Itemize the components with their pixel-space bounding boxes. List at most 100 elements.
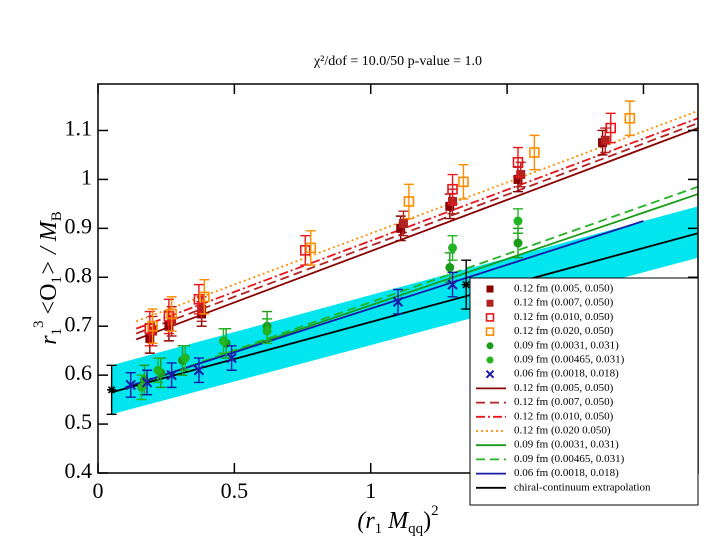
marker: [624, 112, 636, 124]
marker: [299, 245, 311, 256]
marker: [605, 122, 617, 134]
marker: [513, 238, 523, 248]
legend-label: 0.12 fm (0.005, 0.050): [514, 283, 614, 295]
marker: [392, 296, 404, 307]
y-axis-label-group: r13 <O1> / MB: [31, 211, 65, 345]
legend-label: 0.09 fm (0.00465, 0.031): [514, 354, 625, 366]
marker: [513, 216, 523, 226]
y-label-part: 1: [49, 276, 65, 284]
error-bar: [199, 279, 210, 315]
marker: [141, 377, 153, 388]
marker: [512, 156, 524, 168]
legend-label: 0.06 fm (0.0018, 0.018): [514, 467, 619, 479]
chart-title: χ²/dof = 10.0/50 p-value = 1.0: [313, 54, 482, 69]
error-bar: [305, 230, 316, 266]
marker: [447, 279, 458, 290]
marker: [403, 196, 415, 207]
marker: [485, 369, 495, 379]
marker: [486, 285, 494, 293]
error-bar: [447, 173, 458, 205]
fit-line: [135, 117, 698, 330]
marker: [197, 304, 207, 314]
legend-label: 0.06 fm (0.0018, 0.018): [514, 368, 619, 380]
legend-label: 0.12 fm (0.007, 0.050): [514, 297, 614, 309]
marker: [398, 218, 408, 228]
y-axis-label: r13 <O1> / MB: [31, 211, 65, 345]
y-tick-label: 0.5: [65, 409, 93, 434]
y-label-part: r: [36, 335, 62, 345]
marker: [486, 356, 494, 364]
marker: [445, 262, 455, 272]
y-label-part: > / M: [36, 219, 62, 276]
x-label-part: ): [423, 508, 431, 534]
marker: [166, 308, 177, 320]
x-label-part: 2: [431, 503, 439, 519]
x-axis-label: (r1 Mqq)2: [357, 503, 438, 537]
legend-label: 0.09 fm (0.00465, 0.031): [514, 453, 625, 465]
fit-line: [135, 127, 698, 341]
marker: [147, 320, 158, 332]
y-tick-label: 0.8: [65, 262, 93, 287]
marker: [199, 291, 210, 303]
marker: [107, 385, 117, 395]
marker: [193, 365, 205, 376]
marker: [486, 342, 494, 350]
marker: [305, 242, 317, 254]
x-tick-label: 0.5: [221, 478, 249, 503]
marker: [516, 170, 526, 180]
marker: [445, 201, 455, 211]
legend-label: 0.12 fm (0.007, 0.050): [514, 396, 614, 408]
marker: [163, 311, 175, 322]
y-label-part: 1: [49, 328, 65, 336]
y-label-part: 3: [31, 320, 47, 328]
marker: [600, 135, 610, 145]
y-tick-label: 0.6: [65, 360, 93, 385]
y-tick-label: 0.9: [65, 213, 93, 238]
legend-label: 0.12 fm (0.010, 0.050): [514, 311, 614, 323]
x-label-part: M: [382, 508, 410, 534]
marker: [447, 183, 458, 195]
error-bar: [147, 308, 158, 345]
x-tick-label: 0: [93, 478, 104, 503]
y-tick-label: 1: [81, 164, 92, 189]
error-bar: [529, 134, 540, 171]
error-bar: [403, 183, 414, 220]
marker: [513, 174, 523, 184]
y-label-part: <O: [36, 284, 62, 321]
marker: [458, 176, 469, 188]
fit-line: [135, 122, 698, 335]
fit-line: [135, 185, 698, 386]
marker: [144, 323, 156, 334]
error-band: [111, 206, 698, 415]
marker: [193, 293, 205, 305]
marker: [262, 326, 272, 336]
fit-line: [111, 232, 698, 394]
marker: [461, 280, 471, 290]
marker: [153, 365, 163, 375]
error-bar: [624, 100, 635, 137]
marker: [166, 369, 177, 381]
marker: [180, 353, 190, 363]
marker: [125, 379, 136, 391]
error-bar: [300, 234, 311, 266]
legend-label: 0.12 fm (0.010, 0.050): [514, 410, 614, 422]
y-tick-label: 1.1: [65, 116, 93, 141]
marker: [218, 336, 228, 346]
y-label-part: B: [49, 211, 65, 221]
marker: [448, 243, 458, 253]
error-bar: [513, 146, 523, 178]
legend-label: 0.09 fm (0.0031, 0.031): [514, 339, 619, 351]
marker: [396, 223, 406, 233]
x-label-part: qq: [408, 521, 424, 537]
legend-label: 0.09 fm (0.0031, 0.031): [514, 439, 619, 451]
x-label-part: 1: [375, 521, 383, 537]
marker: [485, 313, 495, 322]
error-bar: [166, 296, 177, 332]
legend-label: 0.12 fm (0.020 0.050): [514, 425, 611, 437]
legend-label: 0.12 fm (0.020, 0.050): [514, 325, 614, 337]
y-tick-label: 0.4: [65, 458, 93, 483]
marker: [485, 327, 495, 336]
marker: [226, 352, 237, 364]
error-bar: [605, 112, 616, 144]
x-label-part: (r: [357, 508, 375, 534]
